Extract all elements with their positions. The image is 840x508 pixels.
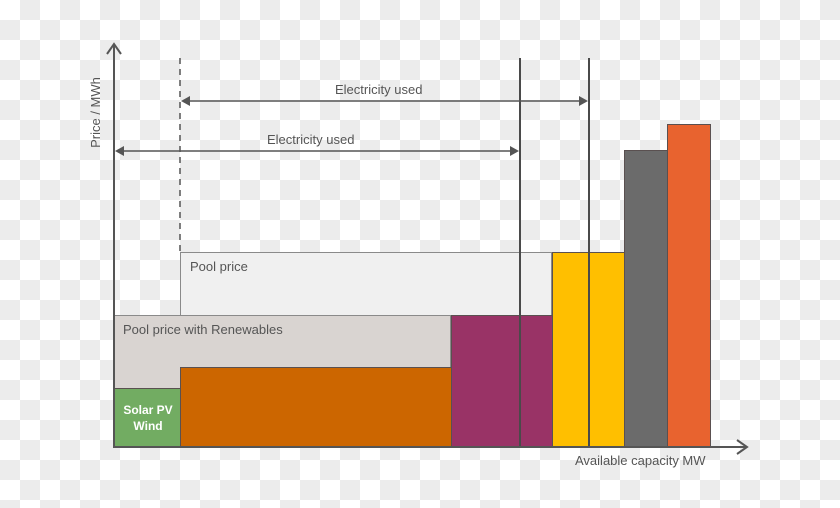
- bar-generator-3: [451, 315, 553, 448]
- wind-label: Wind: [133, 419, 163, 433]
- y-axis-arrow-icon: [106, 42, 122, 55]
- x-axis-arrow-icon: [736, 439, 749, 455]
- solar-pv-label: Solar PV: [123, 403, 173, 417]
- arrow-right-icon: [510, 146, 519, 156]
- pool-price-region: [180, 252, 552, 316]
- arrow-left-icon: [181, 96, 190, 106]
- x-axis-label: Available capacity MW: [575, 453, 706, 468]
- pool-price-renewables-label: Pool price with Renewables: [123, 322, 283, 337]
- electricity-used-bottom-label: Electricity used: [267, 132, 355, 147]
- bar-generator-2: [180, 367, 452, 448]
- electricity-used-top-label: Electricity used: [335, 82, 423, 97]
- bar-solar-wind: Solar PV Wind: [114, 388, 181, 448]
- pool-price-label: Pool price: [190, 259, 248, 274]
- bar-generator-6: [667, 124, 711, 448]
- bar-generator-5: [624, 150, 668, 448]
- arrow-right-icon: [579, 96, 588, 106]
- y-axis-label: Price / MWh: [87, 77, 103, 148]
- arrow-left-icon: [115, 146, 124, 156]
